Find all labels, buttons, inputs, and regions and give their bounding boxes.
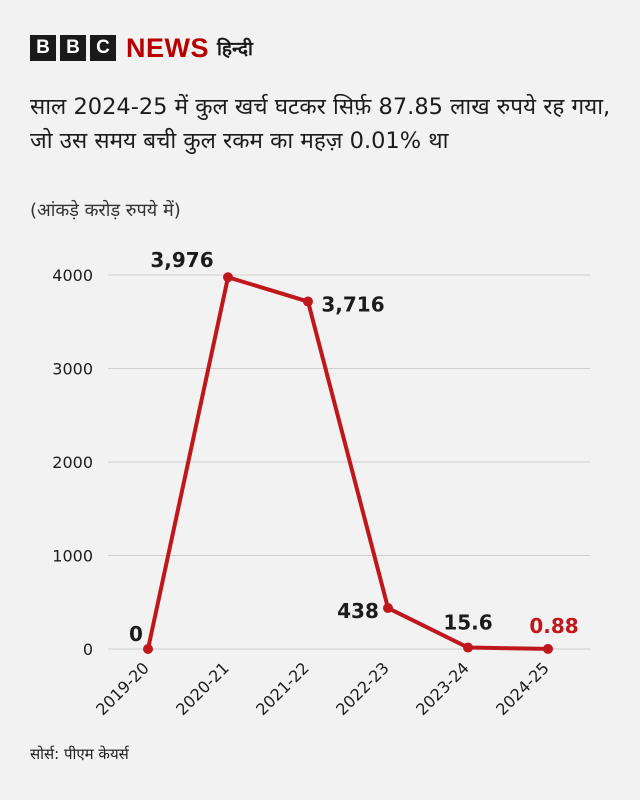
x-tick-label: 2019-20 — [92, 658, 153, 719]
y-tick-label: 4000 — [52, 266, 93, 285]
data-point — [383, 603, 393, 614]
data-label: 15.6 — [443, 611, 492, 635]
bbc-logo-letter: B — [30, 35, 56, 61]
data-point — [143, 644, 153, 654]
news-wordmark: NEWS — [126, 32, 209, 63]
data-point — [543, 643, 553, 654]
x-tick-label: 2023-24 — [412, 658, 473, 719]
bbc-logo-letter: C — [90, 35, 116, 61]
data-label: 438 — [337, 599, 379, 623]
y-tick-label: 1000 — [52, 547, 93, 566]
x-tick-label: 2022-23 — [332, 658, 393, 719]
bbc-news-logo: B B C NEWS हिन्दी — [30, 33, 253, 63]
data-label: 0.88 — [529, 614, 578, 638]
x-tick-label: 2024-25 — [492, 658, 553, 719]
series-line — [146, 275, 550, 651]
bbc-logo-letter: B — [60, 35, 86, 61]
data-point — [463, 642, 473, 653]
source-note: सोर्स: पीएम केयर्स — [30, 745, 129, 763]
chart-subtitle: (आंकड़े करोड़ रुपये में) — [30, 200, 181, 221]
data-point — [303, 296, 313, 307]
language-label: हिन्दी — [217, 38, 253, 60]
data-label: 3,716 — [321, 293, 384, 317]
data-label: 3,976 — [150, 248, 213, 272]
x-tick-label: 2020-21 — [172, 658, 233, 719]
data-label: 0 — [129, 622, 143, 646]
y-tick-label: 3000 — [52, 360, 93, 379]
x-tick-label: 2021-22 — [252, 658, 313, 719]
y-tick-label: 0 — [83, 640, 93, 659]
data-point — [223, 272, 233, 283]
y-tick-label: 2000 — [52, 453, 93, 472]
chart-title: साल 2024-25 में कुल खर्च घटकर सिर्फ़ 87.… — [30, 94, 611, 154]
